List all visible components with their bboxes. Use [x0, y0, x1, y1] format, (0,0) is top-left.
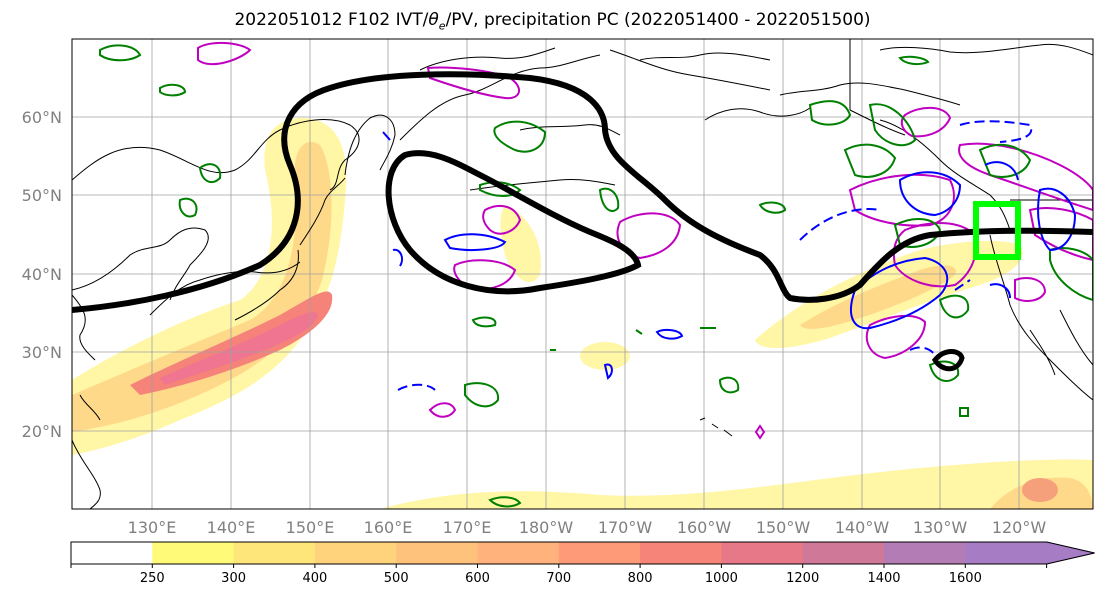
pv-negative-contours: [382, 120, 1077, 391]
lat-labels: 60°N 50°N 40°N 30°N 20°N: [22, 108, 62, 441]
colorbar-tick-label: 800: [628, 571, 653, 586]
colorbar-tick-label: 700: [546, 571, 571, 586]
ivt-tropical-peak: [1022, 478, 1058, 502]
colorbar-swatch: [477, 542, 560, 564]
lon-label-130w: 130°W: [913, 518, 968, 537]
colorbar-tick-label: 400: [302, 571, 327, 586]
lat-label-40n: 40°N: [22, 265, 62, 284]
theta-e-contour: [72, 71, 1093, 372]
lon-label-150e: 150°E: [286, 518, 335, 537]
ivt-shading: [72, 118, 1093, 509]
colorbar-swatch: [152, 542, 235, 564]
colorbar-tick-label: 300: [221, 571, 246, 586]
lat-label-30n: 30°N: [22, 343, 62, 362]
lon-label-160e: 160°E: [364, 518, 413, 537]
lon-label-150w: 150°W: [756, 518, 811, 537]
colorbar-tick-label: 1600: [949, 571, 982, 586]
colorbar-swatch: [233, 542, 316, 564]
lat-label-50n: 50°N: [22, 186, 62, 205]
ivt-plume-dateline: [500, 205, 541, 283]
lon-label-120w: 120°W: [992, 518, 1047, 537]
colorbar-tick-label: 500: [384, 571, 409, 586]
colorbar-extend-arrow: [964, 541, 1095, 565]
lon-label-170e: 170°E: [443, 518, 492, 537]
ivt-ar-west-core2: [160, 312, 318, 385]
lon-label-140w: 140°W: [835, 518, 890, 537]
borders: [849, 39, 1093, 201]
ivt-tropical-band: [380, 459, 1093, 509]
colorbar-tick-label: 1200: [786, 571, 819, 586]
colorbar-tick-label: 250: [140, 571, 165, 586]
lon-label-160w: 160°W: [677, 518, 732, 537]
colorbar-swatch: [721, 542, 804, 564]
colorbar-swatch: [802, 542, 885, 564]
colorbar-outline: [70, 541, 1095, 565]
lon-label-170w: 170°W: [598, 518, 653, 537]
colorbar-swatch: [396, 542, 478, 564]
colorbar-swatch: [884, 542, 966, 564]
colorbar-swatch: [314, 542, 397, 564]
map-frame: [71, 38, 1094, 510]
ivt-blob-central: [580, 342, 630, 370]
colorbar-swatch: [558, 542, 641, 564]
colorbar-swatch: [71, 542, 153, 564]
chart-title: 2022051012 F102 IVT/θe/PV, precipitation…: [234, 10, 871, 33]
colorbar-swatch: [640, 542, 722, 564]
target-region-box: [973, 201, 1021, 260]
colorbar-tick-label: 600: [465, 571, 490, 586]
lon-label-140e: 140°E: [207, 518, 256, 537]
lon-label-130e: 130°E: [128, 518, 177, 537]
lat-label-20n: 20°N: [22, 422, 62, 441]
colorbar: 250 300 400 500 600 700 800 1000 1200 1400 1600: [70, 541, 1095, 586]
pv-positive-contours: [99, 44, 1093, 508]
colorbar-tick-label: 1000: [705, 571, 738, 586]
lon-labels: 130°E 140°E 150°E 160°E 170°E 180°W 170°…: [128, 518, 1047, 537]
colorbar-tick-label: 1400: [867, 571, 900, 586]
lon-label-180w: 180°W: [519, 518, 574, 537]
lat-label-60n: 60°N: [22, 108, 62, 127]
map-content: [72, 39, 1093, 509]
